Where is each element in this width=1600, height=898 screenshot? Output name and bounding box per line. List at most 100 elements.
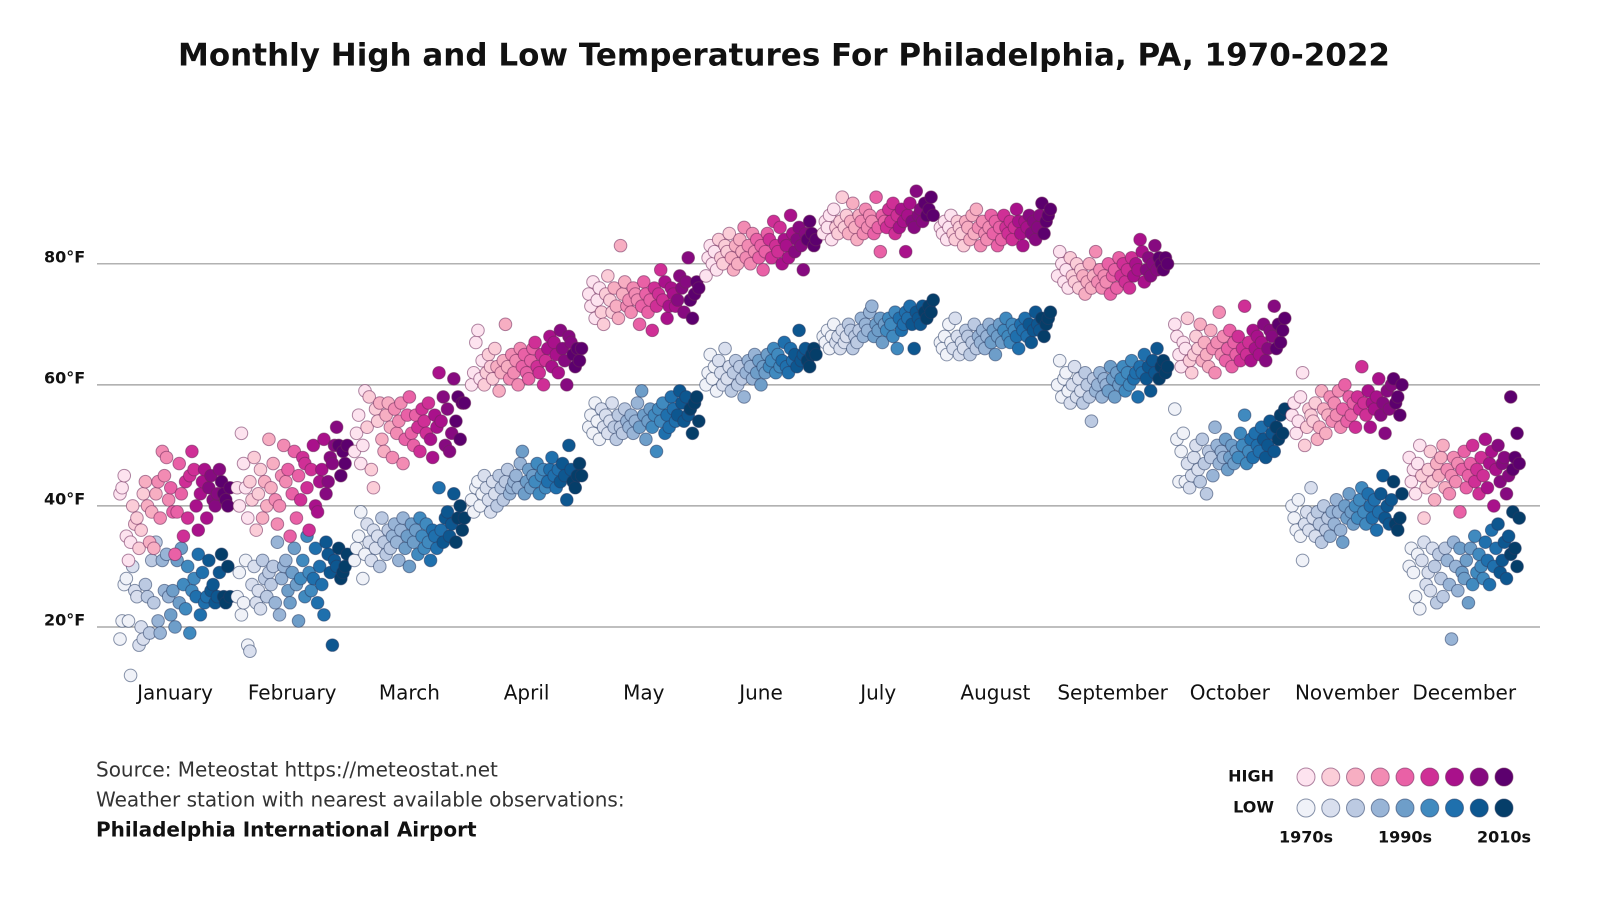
high-point (125, 499, 140, 513)
low-point (221, 559, 235, 574)
low-point (907, 341, 921, 356)
low-point (375, 511, 389, 525)
low-point (1459, 553, 1474, 568)
high-point (266, 456, 280, 471)
low-point (253, 602, 268, 616)
legend-swatch (1296, 767, 1316, 787)
low-point (1478, 535, 1493, 550)
low-point (1067, 359, 1082, 374)
low-point (447, 487, 461, 501)
low-point (449, 535, 463, 550)
low-point (1206, 468, 1220, 483)
high-point (1465, 438, 1480, 453)
low-point (1374, 487, 1388, 501)
low-point (1195, 432, 1210, 447)
low-point (545, 450, 559, 465)
legend-swatch (1296, 798, 1316, 818)
legend-swatch (1395, 798, 1415, 818)
high-point (869, 190, 883, 205)
high-point (1378, 426, 1392, 441)
high-point (926, 208, 941, 223)
high-point (161, 493, 176, 507)
low-point (453, 499, 467, 513)
high-point (147, 541, 161, 556)
legend-decade: 1970s (1279, 828, 1333, 847)
high-point (1503, 390, 1518, 404)
grid: 20°F 40°F 60°F 80°F January February March Apri… (44, 247, 1540, 705)
high-point (185, 444, 199, 459)
low-point (163, 608, 178, 622)
high-point (1180, 311, 1195, 326)
low-point (147, 595, 161, 610)
low-point (356, 571, 370, 586)
low-point (178, 602, 193, 616)
high-point (243, 474, 257, 489)
low-point (315, 577, 329, 592)
low-point (1465, 577, 1480, 592)
high-point (1423, 444, 1438, 459)
low-point (685, 426, 700, 441)
high-point (773, 220, 787, 235)
high-point (434, 414, 448, 428)
low-point (272, 608, 287, 622)
high-point (1088, 244, 1103, 259)
high-point (685, 311, 700, 326)
legend-swatch (1445, 767, 1464, 787)
high-point (826, 202, 841, 217)
low-point (1160, 359, 1175, 374)
low-point (193, 608, 208, 622)
high-point (176, 529, 191, 543)
low-point (639, 432, 653, 447)
x-tick-label: November (1295, 681, 1400, 705)
high-point (349, 426, 364, 441)
high-point (756, 263, 770, 277)
high-point (319, 487, 333, 501)
high-point (1278, 311, 1292, 326)
low-point (1467, 529, 1482, 543)
low-point (1295, 553, 1310, 568)
high-point (846, 196, 860, 211)
high-point (247, 450, 261, 465)
high-point (310, 505, 325, 519)
low-point (1208, 420, 1222, 435)
low-point (268, 595, 283, 610)
high-point (423, 432, 438, 447)
high-point (163, 480, 178, 495)
low-point (1499, 571, 1514, 586)
low-point (202, 553, 216, 568)
low-point (605, 396, 619, 410)
low-point (875, 335, 890, 350)
low-point (392, 553, 406, 568)
high-point (873, 244, 888, 259)
high-point (1442, 487, 1457, 501)
low-point (1408, 589, 1423, 604)
low-point (1510, 559, 1524, 574)
high-point (835, 190, 850, 205)
high-point (660, 311, 674, 326)
x-tick-label: May (623, 681, 665, 705)
low-point (440, 505, 455, 519)
high-point (1208, 365, 1222, 380)
high-point (1082, 256, 1097, 271)
high-point (174, 487, 189, 501)
low-point (572, 456, 587, 471)
low-point (1342, 487, 1356, 501)
high-point (511, 378, 525, 392)
low-point (568, 480, 583, 495)
high-point (221, 499, 235, 513)
high-point (1417, 511, 1431, 525)
high-point (157, 468, 172, 483)
high-point (170, 505, 184, 519)
high-point (528, 335, 542, 350)
high-point (262, 432, 276, 447)
high-point (1427, 493, 1442, 507)
high-point (364, 462, 379, 477)
high-point (315, 462, 329, 477)
low-point (574, 468, 589, 483)
low-point (1024, 335, 1039, 350)
low-point (351, 529, 366, 543)
high-point (574, 341, 589, 356)
low-point (455, 523, 470, 537)
legend-swatch (1346, 798, 1365, 818)
high-point (1478, 432, 1493, 447)
